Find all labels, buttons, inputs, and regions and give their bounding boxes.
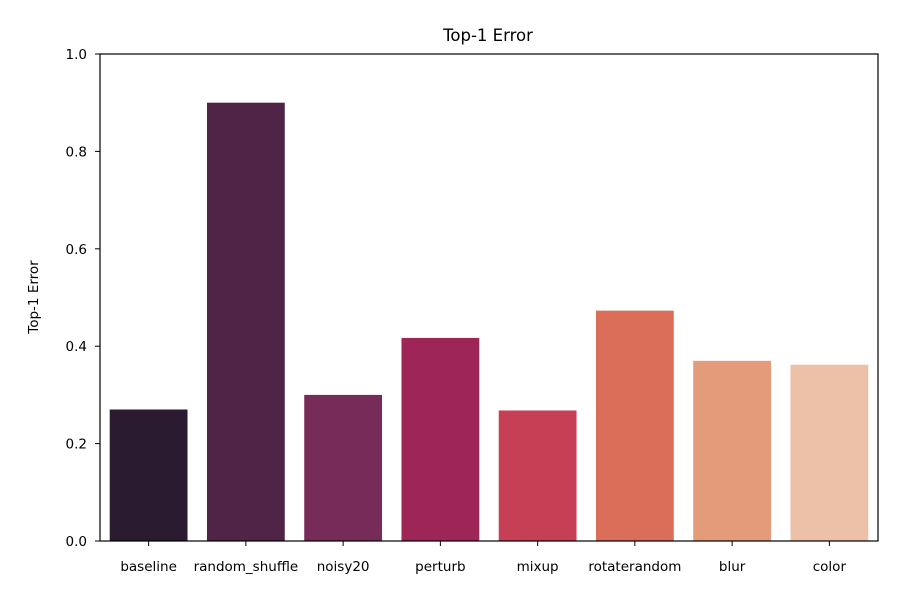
y-tick-label: 0.6 (66, 242, 87, 258)
y-tick-label: 0.8 (66, 144, 87, 160)
bar-rotaterandom (595, 310, 674, 541)
bar-random_shuffle (206, 102, 285, 541)
x-tick-label: perturb (415, 559, 465, 575)
y-tick-label: 0.4 (66, 339, 87, 355)
y-axis-label: Top-1 Error (26, 260, 42, 335)
x-tick-label: baseline (120, 559, 177, 575)
chart-title: Top-1 Error (442, 26, 533, 45)
bar-color (790, 364, 869, 541)
x-tick-label: rotaterandom (588, 559, 681, 575)
plot-frame (99, 53, 879, 542)
y-tick-label: 0.0 (66, 534, 87, 550)
x-axis-ticks: baseline random_shuffle noisy20 perturb mixu… (120, 541, 846, 575)
y-tick-label: 1.0 (66, 47, 87, 63)
bar-mixup (498, 410, 577, 541)
y-axis-ticks: 0.0 0.2 0.4 0.6 0.8 1.0 (66, 47, 100, 550)
x-tick-label: noisy20 (317, 559, 370, 575)
x-tick-label: blur (719, 559, 746, 575)
x-tick-label: mixup (517, 559, 559, 575)
bar-noisy20 (304, 394, 383, 541)
y-tick-label: 0.2 (66, 437, 87, 453)
bar-blur (693, 360, 772, 541)
bars-group (109, 102, 869, 541)
x-tick-label: color (813, 559, 847, 575)
bar-baseline (109, 409, 188, 541)
bar-perturb (401, 337, 480, 541)
x-tick-label: random_shuffle (194, 559, 299, 575)
